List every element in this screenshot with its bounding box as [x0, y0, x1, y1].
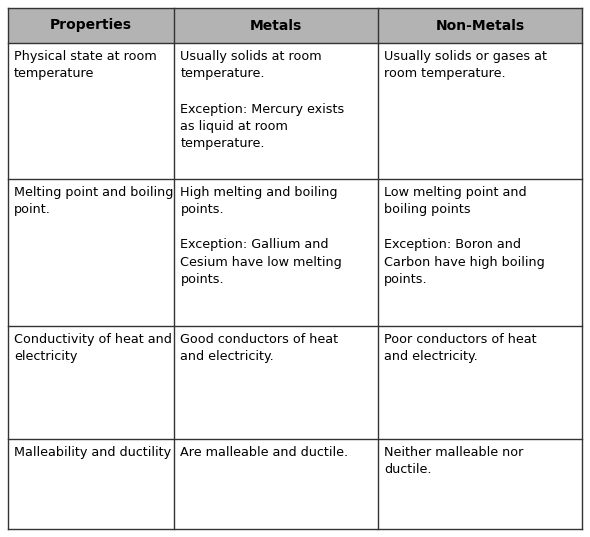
- Bar: [175, 179, 378, 325]
- Bar: [8, 179, 175, 325]
- Text: Properties: Properties: [50, 18, 132, 33]
- Bar: [175, 439, 378, 529]
- Bar: [378, 179, 582, 325]
- Text: High melting and boiling
points.

Exception: Gallium and
Cesium have low melting: High melting and boiling points. Excepti…: [181, 186, 342, 286]
- Text: Non-Metals: Non-Metals: [435, 18, 525, 33]
- Text: Good conductors of heat
and electricity.: Good conductors of heat and electricity.: [181, 332, 339, 363]
- Bar: [8, 8, 175, 43]
- Text: Low melting point and
boiling points

Exception: Boron and
Carbon have high boil: Low melting point and boiling points Exc…: [384, 186, 545, 286]
- Text: Usually solids at room
temperature.

Exception: Mercury exists
as liquid at room: Usually solids at room temperature. Exce…: [181, 50, 345, 150]
- Text: Metals: Metals: [250, 18, 303, 33]
- Bar: [8, 439, 175, 529]
- Bar: [175, 8, 378, 43]
- Text: Poor conductors of heat
and electricity.: Poor conductors of heat and electricity.: [384, 332, 537, 363]
- Bar: [378, 439, 582, 529]
- Bar: [378, 8, 582, 43]
- Bar: [378, 43, 582, 179]
- Text: Conductivity of heat and
electricity: Conductivity of heat and electricity: [14, 332, 172, 363]
- Bar: [8, 43, 175, 179]
- Text: Neither malleable nor
ductile.: Neither malleable nor ductile.: [384, 446, 523, 476]
- Text: Melting point and boiling
point.: Melting point and boiling point.: [14, 186, 173, 216]
- Text: Malleability and ductility: Malleability and ductility: [14, 446, 171, 459]
- Bar: [175, 43, 378, 179]
- Bar: [175, 325, 378, 439]
- Text: Physical state at room
temperature: Physical state at room temperature: [14, 50, 157, 81]
- Bar: [8, 325, 175, 439]
- Text: Are malleable and ductile.: Are malleable and ductile.: [181, 446, 349, 459]
- Bar: [378, 325, 582, 439]
- Text: Usually solids or gases at
room temperature.: Usually solids or gases at room temperat…: [384, 50, 548, 81]
